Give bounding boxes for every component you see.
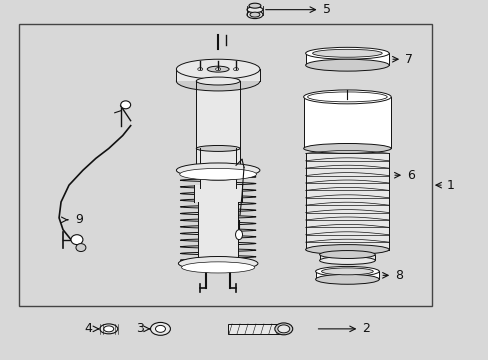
Ellipse shape <box>307 92 386 102</box>
Ellipse shape <box>312 49 382 57</box>
Ellipse shape <box>246 7 263 13</box>
Bar <box>200 148 236 188</box>
Ellipse shape <box>207 66 228 72</box>
Ellipse shape <box>181 262 254 273</box>
Ellipse shape <box>121 101 130 109</box>
Ellipse shape <box>150 323 170 335</box>
Bar <box>176 69 260 81</box>
Bar <box>319 255 374 261</box>
Ellipse shape <box>277 325 289 333</box>
Text: 8: 8 <box>394 269 402 282</box>
Ellipse shape <box>321 268 372 275</box>
Text: 4: 4 <box>84 322 92 336</box>
Ellipse shape <box>274 323 292 335</box>
Bar <box>305 53 388 65</box>
Ellipse shape <box>176 71 260 91</box>
Bar <box>315 271 379 279</box>
Bar <box>305 153 388 249</box>
Ellipse shape <box>319 257 374 265</box>
Ellipse shape <box>233 68 238 71</box>
Ellipse shape <box>176 59 260 79</box>
Ellipse shape <box>71 235 83 244</box>
Ellipse shape <box>303 144 390 153</box>
Bar <box>194 185 242 202</box>
Text: 9: 9 <box>75 213 82 226</box>
Ellipse shape <box>76 244 86 252</box>
Ellipse shape <box>155 325 165 332</box>
Ellipse shape <box>178 257 257 270</box>
Ellipse shape <box>305 47 388 59</box>
Bar <box>227 324 283 334</box>
Ellipse shape <box>190 165 245 175</box>
Text: 1: 1 <box>446 179 454 192</box>
Ellipse shape <box>235 230 242 240</box>
Ellipse shape <box>196 77 240 85</box>
Ellipse shape <box>305 59 388 71</box>
Bar <box>19 23 431 306</box>
Ellipse shape <box>315 266 379 276</box>
Text: 6: 6 <box>406 169 414 182</box>
Bar <box>198 202 238 265</box>
Text: 2: 2 <box>362 322 369 336</box>
Ellipse shape <box>180 168 256 180</box>
Ellipse shape <box>196 145 240 152</box>
Ellipse shape <box>103 326 114 332</box>
Ellipse shape <box>100 324 118 334</box>
Bar <box>196 81 240 172</box>
Text: 3: 3 <box>136 322 143 336</box>
Ellipse shape <box>198 261 238 267</box>
Text: 5: 5 <box>322 3 330 16</box>
Ellipse shape <box>215 68 220 71</box>
Bar <box>303 97 390 148</box>
Ellipse shape <box>190 170 245 180</box>
Ellipse shape <box>303 90 390 104</box>
Ellipse shape <box>176 163 260 177</box>
Ellipse shape <box>319 251 374 258</box>
Ellipse shape <box>197 68 203 71</box>
Text: 7: 7 <box>404 53 412 66</box>
Ellipse shape <box>246 11 263 19</box>
Ellipse shape <box>305 244 388 255</box>
Ellipse shape <box>315 274 379 284</box>
Ellipse shape <box>249 12 260 17</box>
Ellipse shape <box>248 3 261 8</box>
